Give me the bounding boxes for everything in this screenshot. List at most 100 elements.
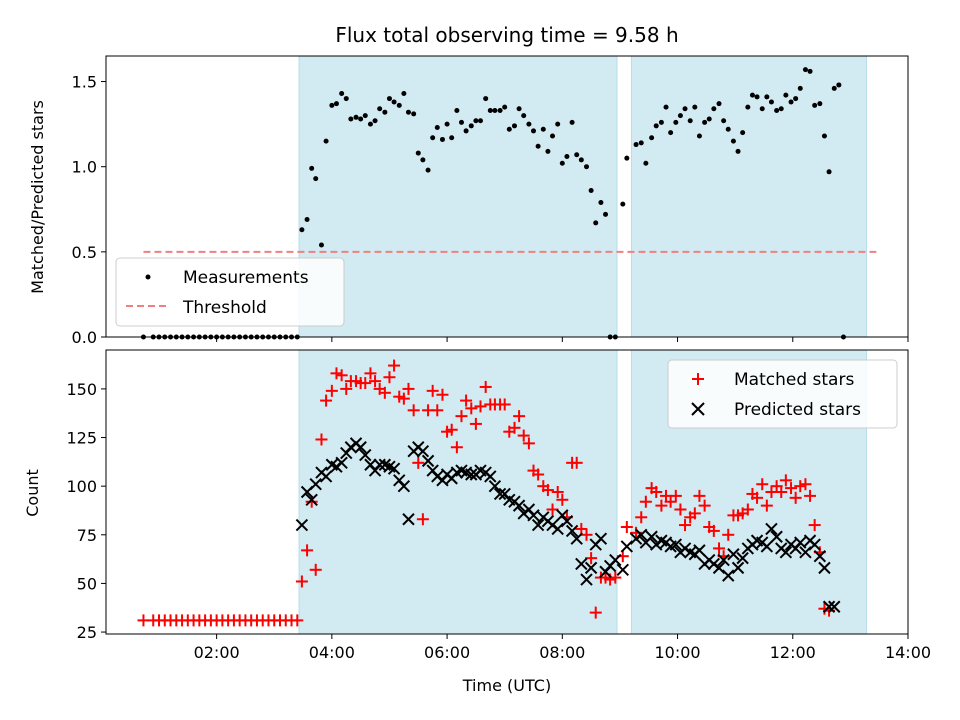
- measurement-point: [434, 125, 440, 131]
- predicted-star-point: [319, 470, 333, 483]
- predicted-star-point: [565, 524, 579, 538]
- measurement-point: [555, 121, 561, 127]
- matched-star-point: [426, 384, 439, 397]
- measurement-point: [653, 123, 659, 129]
- matched-star-point: [698, 499, 711, 512]
- measurement-point: [638, 140, 644, 146]
- predicted-star-point: [421, 454, 435, 468]
- matched-star-point: [674, 503, 687, 516]
- matched-star-point: [789, 491, 802, 504]
- predicted-star-point: [580, 573, 593, 586]
- predicted-star-point: [531, 518, 545, 532]
- measurement-point: [386, 96, 392, 102]
- matched-star-point: [450, 441, 463, 454]
- matched-star-point: [412, 456, 425, 469]
- measurement-point: [545, 148, 551, 154]
- matched-star-point: [713, 542, 726, 555]
- matched-star-point: [650, 486, 663, 498]
- top-panel: Flux total observing time = 9.58 h 0.0 0.…: [28, 23, 909, 347]
- predicted-star-point: [354, 441, 367, 454]
- predicted-star-point: [359, 448, 372, 462]
- measurement-point: [749, 92, 755, 98]
- measurement-point: [396, 102, 402, 108]
- measurement-point: [768, 99, 774, 105]
- matched-star-point: [741, 503, 754, 516]
- predicted-star-point: [402, 513, 415, 526]
- measurement-point: [569, 119, 575, 125]
- legend-measurements-marker: [145, 274, 151, 280]
- predicted-star-point: [465, 468, 478, 481]
- predicted-star-point: [822, 600, 836, 613]
- observing-window-1: [298, 55, 618, 338]
- measurement-point: [309, 165, 315, 171]
- measurement-point: [497, 107, 503, 113]
- matched-star-point: [330, 367, 343, 380]
- predicted-star-point: [373, 458, 386, 471]
- predicted-star-point: [717, 553, 730, 567]
- measurement-point: [299, 227, 305, 233]
- y-tick-label: 50: [77, 574, 97, 593]
- predicted-star-point: [584, 561, 598, 575]
- matched-star-point: [498, 398, 511, 411]
- y-tick-label: 1.5: [72, 73, 97, 92]
- matched-star-point: [416, 513, 429, 526]
- measurement-point: [658, 119, 664, 125]
- matched-star-point: [570, 456, 583, 469]
- predicted-star-point: [808, 538, 821, 551]
- top-chart-title: Flux total observing time = 9.58 h: [335, 23, 678, 47]
- y-tick-label: 150: [66, 380, 97, 399]
- measurement-point: [444, 121, 450, 127]
- matched-star-point: [301, 544, 314, 557]
- x-tick-label: 08:00: [539, 643, 585, 662]
- predicted-star-point: [609, 553, 622, 567]
- matched-star-point: [291, 614, 304, 627]
- predicted-star-point: [397, 479, 411, 493]
- measurement-point: [620, 201, 626, 207]
- measurement-point: [663, 104, 669, 110]
- matched-star-point: [295, 575, 308, 588]
- measurement-point: [783, 92, 789, 98]
- matched-star-point: [808, 519, 821, 532]
- measurement-point: [817, 101, 823, 107]
- matched-star-point: [359, 377, 372, 390]
- measurement-point: [740, 130, 746, 136]
- measurement-point: [716, 101, 722, 107]
- measurement-point: [774, 107, 780, 113]
- measurement-point: [574, 152, 580, 158]
- measurement-point: [578, 157, 584, 163]
- measurement-point: [521, 113, 527, 119]
- matched-star-point: [455, 410, 468, 423]
- measurement-point: [692, 104, 698, 110]
- measurement-point: [826, 169, 832, 175]
- matched-star-point: [309, 563, 322, 576]
- legend-predicted-marker: [691, 402, 705, 416]
- matched-star-point: [315, 433, 328, 446]
- predicted-star-point: [570, 532, 583, 545]
- matched-star-point: [474, 400, 487, 413]
- measurement-point: [391, 99, 397, 105]
- legend-measurements-label: Measurements: [183, 268, 309, 288]
- predicted-star-point: [669, 538, 683, 551]
- measurement-point: [339, 90, 345, 96]
- measurement-point: [711, 106, 717, 112]
- y-tick-label: 0.5: [72, 243, 97, 262]
- measurement-point: [821, 133, 827, 139]
- measurement-point: [643, 160, 649, 166]
- matched-star-point: [779, 474, 792, 487]
- matched-star-point: [589, 606, 602, 619]
- measurement-point: [759, 106, 765, 112]
- matched-star-point: [585, 552, 598, 565]
- matched-star-point: [369, 375, 382, 388]
- matched-star-point: [517, 429, 530, 442]
- observing-window-2: [630, 55, 868, 338]
- predicted-star-point: [305, 493, 318, 506]
- measurement-point: [603, 211, 609, 217]
- x-tick-label: 12:00: [770, 643, 816, 662]
- y-tick-label: 0.0: [72, 328, 97, 347]
- measurement-point: [343, 96, 349, 102]
- predicted-star-point: [731, 561, 745, 575]
- matched-star-point: [513, 410, 526, 423]
- measurement-point: [483, 96, 489, 102]
- measurement-point: [793, 96, 799, 102]
